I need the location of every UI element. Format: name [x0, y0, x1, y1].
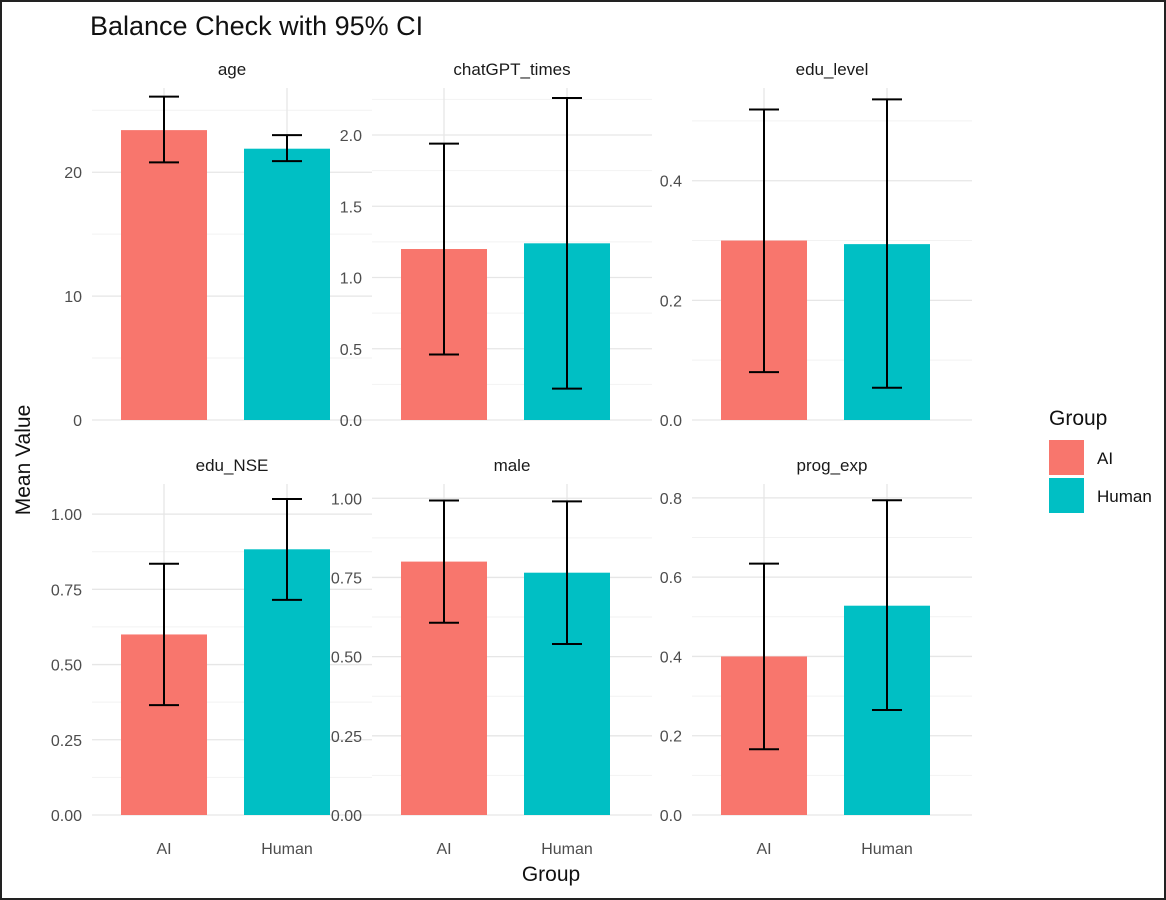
y-tick-label: 0.6 [660, 570, 682, 587]
error-bar-ai-male [429, 499, 459, 624]
facet-age: age 0 10 20 [64, 60, 372, 430]
facet-chatgpt-times: chatGPT_times 0.0 0.5 1.0 1.5 2.0 [340, 60, 652, 430]
legend-label-human: Human [1097, 487, 1152, 506]
facet-strip-label: chatGPT_times [453, 60, 570, 79]
y-tick-label: 0.2 [660, 729, 682, 746]
y-tick-label: 0.0 [660, 413, 682, 430]
error-bar-human-edu-level [872, 98, 902, 389]
x-tick-label: Human [541, 841, 593, 858]
error-bar-human-age [272, 134, 302, 163]
y-tick-label: 0.00 [331, 808, 362, 825]
y-tick-label: 0.25 [331, 729, 362, 746]
error-bar-human-prog-exp [872, 499, 902, 711]
facet-strip-label: age [218, 60, 246, 79]
y-tick-label: 0.50 [331, 650, 362, 667]
y-axis-title: Mean Value [12, 405, 35, 516]
error-bar-ai-prog-exp [749, 562, 779, 751]
y-tick-label: 2.0 [340, 128, 362, 145]
x-tick-label: AI [756, 841, 771, 858]
facet-prog-exp: prog_exp 0.0 0.2 0.4 0.6 0.8 AI Human [660, 456, 972, 858]
facet-strip-label: prog_exp [797, 456, 868, 475]
x-tick-label: Human [261, 841, 313, 858]
error-bar-human-chatgpt-times [552, 96, 582, 390]
legend: Group AI Human [1049, 407, 1152, 513]
y-tick-label: 0.4 [660, 174, 682, 191]
error-bar-ai-edu-level [749, 108, 779, 374]
facet-edu-level: edu_level 0.0 0.2 0.4 [660, 60, 972, 430]
facet-strip-label: edu_level [796, 60, 869, 79]
error-bar-human-edu-nse [272, 498, 302, 601]
error-bar-ai-chatgpt-times [429, 142, 459, 356]
x-axis-title: Group [522, 863, 580, 886]
facet-panels: age 0 10 20 chatGPT_times 0.0 0.5 1.0 1.5 2.0 edu_… [51, 60, 972, 858]
y-tick-label: 20 [64, 165, 82, 182]
y-tick-label: 0.5 [340, 342, 362, 359]
facet-strip-label: edu_NSE [196, 456, 269, 475]
x-tick-label: AI [156, 841, 171, 858]
x-tick-label: Human [861, 841, 913, 858]
error-bar-human-male [552, 500, 582, 645]
legend-title: Group [1049, 407, 1107, 430]
y-tick-label: 0.50 [51, 658, 82, 675]
y-tick-label: 0.25 [51, 733, 82, 750]
y-tick-label: 0.4 [660, 649, 682, 666]
y-tick-label: 0.2 [660, 293, 682, 310]
y-tick-label: 0.0 [340, 413, 362, 430]
y-tick-label: 0 [73, 413, 82, 430]
chart-title: Balance Check with 95% CI [90, 11, 423, 41]
y-tick-label: 1.0 [340, 271, 362, 288]
facet-male: male 0.00 0.25 0.50 0.75 1.00 AI Human [331, 456, 652, 858]
legend-key-ai [1049, 440, 1084, 475]
y-tick-label: 1.00 [51, 507, 82, 524]
y-tick-label: 0.75 [331, 570, 362, 587]
y-tick-label: 0.0 [660, 808, 682, 825]
y-tick-label: 0.00 [51, 808, 82, 825]
y-tick-label: 1.5 [340, 199, 362, 216]
bar-ai-age [121, 130, 207, 421]
y-tick-label: 0.8 [660, 491, 682, 508]
y-tick-label: 10 [64, 289, 82, 306]
y-tick-label: 0.75 [51, 582, 82, 599]
error-bar-ai-edu-nse [149, 562, 179, 707]
facet-edu-nse: edu_NSE 0.00 0.25 0.50 0.75 1.00 AI Human [51, 456, 372, 858]
legend-label-ai: AI [1097, 449, 1113, 468]
error-bar-ai-age [149, 95, 179, 164]
x-tick-label: AI [436, 841, 451, 858]
y-tick-label: 1.00 [331, 491, 362, 508]
bar-human-age [244, 148, 330, 421]
legend-key-human [1049, 478, 1084, 513]
facet-strip-label: male [494, 456, 531, 475]
